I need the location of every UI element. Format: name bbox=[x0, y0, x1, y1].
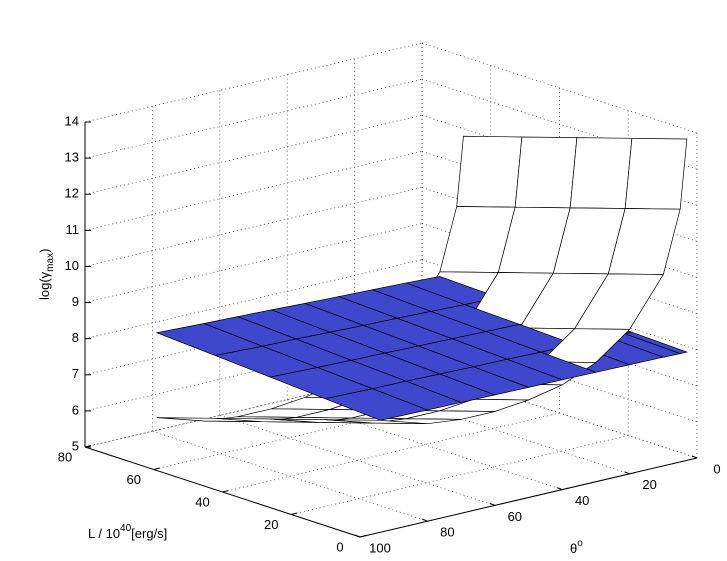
z-tick-label: 7 bbox=[72, 366, 79, 381]
y-axis-label-text: L / 10 bbox=[88, 526, 120, 541]
grid-line bbox=[84, 114, 423, 195]
y-tick-label: 0 bbox=[336, 539, 343, 554]
surface-patch bbox=[624, 137, 688, 210]
y-axis-label-tail: [erg/s] bbox=[131, 526, 167, 541]
grid-line bbox=[84, 223, 423, 303]
z-tick-label: 8 bbox=[72, 330, 79, 345]
tick-mark bbox=[291, 512, 298, 515]
surface-patch bbox=[456, 135, 523, 208]
tick-mark bbox=[153, 467, 160, 470]
tick-mark bbox=[691, 455, 698, 459]
y-tick-label: 40 bbox=[195, 494, 209, 509]
tick-mark bbox=[557, 487, 563, 491]
x-axis-label-text: θ bbox=[570, 541, 577, 556]
grid-line bbox=[219, 415, 495, 506]
grid-line bbox=[84, 150, 423, 231]
x-tick-label: 40 bbox=[575, 493, 589, 508]
x-axis bbox=[359, 457, 698, 538]
tick-mark bbox=[222, 490, 229, 493]
x-tick-label: 0 bbox=[713, 461, 720, 476]
tick-mark bbox=[359, 535, 367, 538]
grid-line bbox=[354, 383, 630, 475]
x-axis-label-sup: o bbox=[577, 538, 583, 549]
z-tick-label: 9 bbox=[72, 294, 79, 309]
z-axis-label: log(γmax) bbox=[37, 249, 55, 300]
y-axis-label-sup: 40 bbox=[120, 523, 132, 534]
x-tick-label: 20 bbox=[642, 477, 656, 492]
grid-line bbox=[84, 42, 423, 123]
grid-line bbox=[153, 390, 491, 470]
grid-line bbox=[421, 42, 698, 134]
grid-line bbox=[84, 367, 423, 448]
grid-line bbox=[291, 435, 629, 515]
tick-mark bbox=[422, 518, 428, 522]
z-tick-label: 13 bbox=[65, 150, 79, 165]
y-tick-label: 60 bbox=[127, 472, 141, 487]
surface-patch bbox=[325, 419, 428, 425]
y-tick-label: 80 bbox=[58, 449, 72, 464]
grid-line bbox=[84, 259, 423, 340]
surface-patch bbox=[514, 136, 578, 209]
tick-mark bbox=[84, 445, 92, 448]
grid-line bbox=[84, 78, 423, 159]
z-tick-label: 5 bbox=[72, 438, 79, 453]
surface-patch bbox=[569, 137, 633, 209]
grid-line bbox=[421, 78, 698, 170]
y-tick-label: 20 bbox=[264, 517, 278, 532]
z-tick-label: 10 bbox=[65, 258, 79, 273]
x-tick-label: 80 bbox=[440, 525, 454, 540]
z-tick-label: 14 bbox=[65, 113, 79, 128]
tick-mark bbox=[354, 534, 361, 538]
z-axis-label-tail: ) bbox=[37, 249, 52, 253]
x-tick-label: 60 bbox=[508, 509, 522, 524]
tick-mark bbox=[624, 471, 630, 475]
x-tick-label: 100 bbox=[369, 540, 391, 555]
surface-patch bbox=[324, 388, 429, 421]
y-axis-label: L / 1040[erg/s] bbox=[88, 523, 167, 542]
x-axis-label: θo bbox=[570, 538, 583, 557]
z-axis-label-sub: max bbox=[45, 253, 56, 272]
z-tick-label: 12 bbox=[65, 186, 79, 201]
grid-line bbox=[84, 187, 423, 267]
grid-line bbox=[287, 399, 563, 490]
z-tick-label: 11 bbox=[66, 222, 80, 237]
z-tick-label: 6 bbox=[72, 402, 79, 417]
grid-line bbox=[222, 412, 560, 493]
z-axis-label-text: log(γ bbox=[37, 271, 52, 300]
tick-mark bbox=[489, 502, 495, 506]
